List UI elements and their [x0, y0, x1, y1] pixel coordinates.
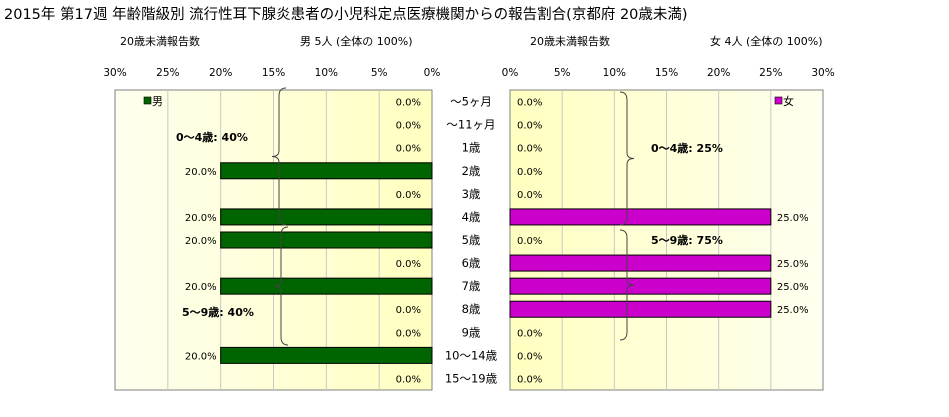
male-bar: [220, 277, 433, 295]
age-category-label: 1歳: [462, 141, 481, 155]
male-brace-5-9: [273, 226, 289, 346]
female-x-tick-label: 25%: [759, 67, 782, 79]
female-value-label: 0.0%: [517, 144, 542, 155]
male-x-tick-label: 5%: [371, 67, 388, 79]
age-category-label: 2歳: [462, 164, 481, 178]
age-category-label: 15～19歳: [445, 371, 498, 385]
age-category-label: 6歳: [462, 256, 481, 270]
male-value-label: 0.0%: [396, 328, 421, 339]
female-bar: [509, 254, 772, 272]
female-value-label: 0.0%: [517, 190, 542, 201]
female-value-label: 0.0%: [517, 328, 542, 339]
female-value-label: 0.0%: [517, 167, 542, 178]
female-x-tick-label: 20%: [707, 67, 730, 79]
female-value-label: 0.0%: [517, 374, 542, 385]
male-count-label: 20歳未満報告数: [120, 35, 200, 48]
female-legend-swatch: [774, 96, 783, 105]
age-category-label: ～11ヶ月: [446, 118, 495, 132]
male-value-label: 20.0%: [185, 236, 217, 247]
chart-title: 2015年 第17週 年齢階級別 流行性耳下腺炎患者の小児科定点医療機関からの報…: [4, 7, 688, 23]
female-bar: [509, 208, 772, 226]
male-value-label: 20.0%: [185, 213, 217, 224]
female-count-label: 20歳未満報告数: [530, 35, 610, 48]
female-annotation-0-4: 0～4歳: 25%: [651, 141, 723, 155]
female-value-label: 25.0%: [777, 259, 809, 270]
female-value-label: 25.0%: [777, 305, 809, 316]
male-value-label: 20.0%: [185, 351, 217, 362]
age-category-label: 7歳: [462, 279, 481, 293]
female-x-tick-label: 5%: [554, 67, 571, 79]
female-legend-label: 女: [783, 94, 794, 108]
female-brace-0-4: [619, 91, 635, 226]
male-legend-swatch: [143, 96, 152, 105]
female-value-label: 25.0%: [777, 213, 809, 224]
male-bar: [220, 162, 433, 180]
male-x-tick-label: 0%: [424, 67, 441, 79]
male-x-tick-label: 25%: [156, 67, 179, 79]
male-x-tick-label: 15%: [262, 67, 285, 79]
female-value-label: 25.0%: [777, 282, 809, 293]
female-x-tick-label: 10%: [603, 67, 626, 79]
male-bar: [220, 346, 433, 364]
female-brace-5-9: [619, 229, 635, 341]
male-value-label: 20.0%: [185, 167, 217, 178]
male-value-label: 0.0%: [396, 305, 421, 316]
male-brace-0-4: [271, 87, 287, 226]
age-category-label: 5歳: [462, 233, 481, 247]
age-category-label: ～5ヶ月: [450, 95, 492, 109]
age-category-label: 9歳: [462, 325, 481, 339]
male-summary-label: 男 5人 (全体の 100%): [300, 35, 413, 48]
male-annotation-0-4: 0～4歳: 40%: [176, 130, 248, 144]
female-bar: [509, 277, 772, 295]
male-value-label: 0.0%: [396, 259, 421, 270]
male-value-label: 0.0%: [396, 98, 421, 109]
female-x-tick-label: 0%: [502, 67, 519, 79]
male-value-label: 0.0%: [396, 190, 421, 201]
male-annotation-5-9: 5～9歳: 40%: [182, 305, 254, 319]
female-bar: [509, 300, 772, 318]
age-category-label: 3歳: [462, 187, 481, 201]
male-value-label: 0.0%: [396, 121, 421, 132]
male-x-tick-label: 10%: [315, 67, 338, 79]
female-summary-label: 女 4人 (全体の 100%): [710, 35, 823, 48]
male-value-label: 0.0%: [396, 144, 421, 155]
female-value-label: 0.0%: [517, 121, 542, 132]
male-value-label: 0.0%: [396, 374, 421, 385]
female-annotation-5-9: 5～9歳: 75%: [651, 233, 723, 247]
female-x-tick-label: 15%: [655, 67, 678, 79]
age-category-label: 8歳: [462, 302, 481, 316]
male-bar: [220, 208, 433, 226]
age-category-label: 10～14歳: [445, 348, 498, 362]
male-legend-label: 男: [152, 95, 163, 108]
male-x-tick-label: 20%: [209, 67, 232, 79]
age-category-label: 4歳: [462, 210, 481, 224]
male-x-tick-label: 30%: [103, 67, 126, 79]
female-value-label: 0.0%: [517, 236, 542, 247]
female-value-label: 0.0%: [517, 351, 542, 362]
female-value-label: 0.0%: [517, 98, 542, 109]
male-value-label: 20.0%: [185, 282, 217, 293]
female-x-tick-label: 30%: [811, 67, 834, 79]
male-bar: [220, 231, 433, 249]
